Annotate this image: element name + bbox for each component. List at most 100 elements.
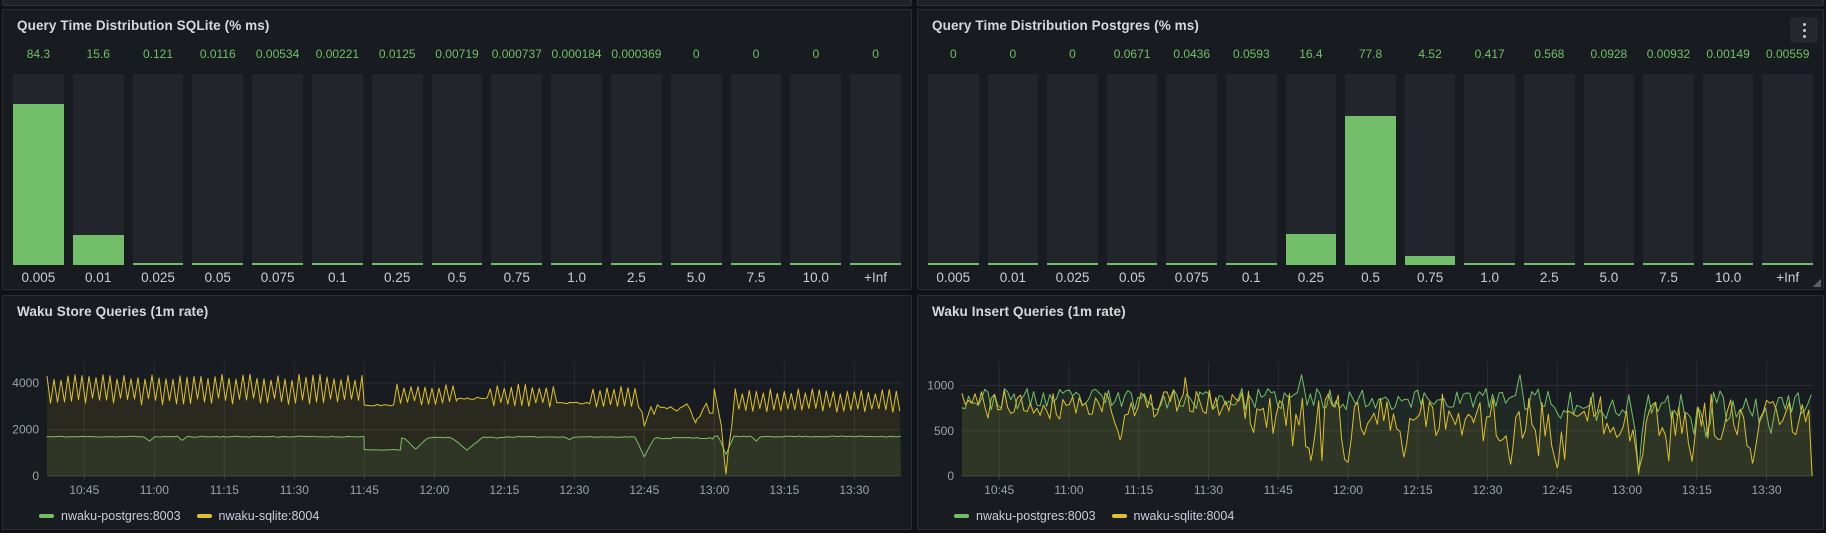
histogram-bar[interactable] xyxy=(431,263,483,265)
histogram-bar-background[interactable] xyxy=(1285,74,1337,265)
histogram-bar[interactable] xyxy=(1225,263,1277,265)
postgres-histogram[interactable]: 0 0.005 0 0.01 0 0.025 0.0671 0.05 0.0436 0.075 0.… xyxy=(918,42,1823,289)
histogram-bar-background[interactable] xyxy=(491,74,543,265)
legend-series-label[interactable]: nwaku-postgres:8003 xyxy=(976,509,1096,523)
histogram-bar[interactable] xyxy=(730,263,782,265)
panel-title[interactable]: Query Time Distribution SQLite (% ms) xyxy=(17,17,270,33)
histogram-bar-background[interactable] xyxy=(192,74,244,265)
histogram-bar-background[interactable] xyxy=(1702,74,1754,265)
histogram-bar-background[interactable] xyxy=(610,74,662,265)
x-axis-label: 11:30 xyxy=(1194,483,1223,497)
panel-header[interactable]: Query Time Distribution SQLite (% ms) xyxy=(3,10,911,40)
histogram-bar[interactable] xyxy=(1106,263,1158,265)
histogram-bar-background[interactable] xyxy=(1225,74,1277,265)
bucket-label: 7.5 xyxy=(746,269,766,285)
histogram-bar-background[interactable] xyxy=(431,74,483,265)
histogram-bar-background[interactable] xyxy=(311,74,363,265)
kebab-menu-icon[interactable] xyxy=(1790,17,1818,43)
histogram-bar-background[interactable] xyxy=(371,74,423,265)
histogram-bar[interactable] xyxy=(610,263,662,265)
histogram-bar[interactable] xyxy=(1583,263,1635,265)
histogram-bar[interactable] xyxy=(551,263,602,265)
histogram-bar-background[interactable] xyxy=(670,74,722,265)
panel-header[interactable]: Waku Store Queries (1m rate) xyxy=(3,296,911,326)
histogram-bar[interactable] xyxy=(1166,263,1217,265)
histogram-bar[interactable] xyxy=(850,263,901,265)
histogram-bar-background[interactable] xyxy=(551,74,602,265)
histogram-bar[interactable] xyxy=(1762,263,1813,265)
histogram-bar[interactable] xyxy=(1702,263,1754,265)
panel-header[interactable]: Query Time Distribution Postgres (% ms) xyxy=(918,10,1823,40)
histogram-bar-background[interactable] xyxy=(1166,74,1217,265)
histogram-bar-background[interactable] xyxy=(252,74,303,265)
histogram-bar-background[interactable] xyxy=(928,74,979,265)
histogram-bar[interactable] xyxy=(72,235,124,265)
histogram-bar-background[interactable] xyxy=(13,74,64,265)
histogram-bar[interactable] xyxy=(670,263,722,265)
panel-title[interactable]: Query Time Distribution Postgres (% ms) xyxy=(932,17,1199,33)
histogram-bar[interactable] xyxy=(1464,263,1515,265)
histogram-bar-background[interactable] xyxy=(1643,74,1694,265)
histogram-bar-background[interactable] xyxy=(1345,74,1396,265)
histogram-bar[interactable] xyxy=(491,263,543,265)
bar-value-label: 0.00559 xyxy=(1765,47,1810,61)
histogram-bar[interactable] xyxy=(132,263,184,265)
bucket-label: 0.25 xyxy=(1297,269,1325,285)
histogram-bar-background[interactable] xyxy=(987,74,1039,265)
panel-title[interactable]: Waku Insert Queries (1m rate) xyxy=(932,303,1126,319)
histogram-bar[interactable] xyxy=(371,263,423,265)
histogram-bar[interactable] xyxy=(252,263,303,265)
bar-value-label: 84.3 xyxy=(26,47,51,61)
histogram-bar-background[interactable] xyxy=(1464,74,1515,265)
histogram-bar[interactable] xyxy=(192,263,244,265)
legend-item[interactable]: nwaku-postgres:8003 xyxy=(39,509,181,523)
bar-value-label: 15.6 xyxy=(86,47,110,61)
histogram-bar-background[interactable] xyxy=(1106,74,1158,265)
histogram-bar-background[interactable] xyxy=(730,74,782,265)
timeseries-plot[interactable]: 10:45 11:00 11:15 11:30 11:45 12:00 12:15 12:30… xyxy=(3,326,911,503)
y-axis-label: 500 xyxy=(934,424,954,438)
panel-header[interactable]: Waku Insert Queries (1m rate) xyxy=(918,296,1823,326)
histogram-bar[interactable] xyxy=(311,263,363,265)
histogram-bar-background[interactable] xyxy=(1404,74,1456,265)
legend-series-label[interactable]: nwaku-sqlite:8004 xyxy=(218,509,320,523)
timeseries-plot[interactable]: 10:45 11:00 11:15 11:30 11:45 12:00 12:15 12:30… xyxy=(918,326,1823,503)
histogram-bar[interactable] xyxy=(790,263,842,265)
resize-corner-icon[interactable] xyxy=(1812,278,1821,287)
bucket-label: 2.5 xyxy=(627,269,646,285)
histogram-column: 0.000737 0.75 xyxy=(491,42,543,289)
bar-value-label: 0.0436 xyxy=(1173,47,1211,61)
histogram-bar[interactable] xyxy=(1404,256,1456,265)
histogram-column: 0.00534 0.075 xyxy=(252,42,303,289)
histogram-bar[interactable] xyxy=(1643,263,1694,265)
histogram-bar-background[interactable] xyxy=(132,74,184,265)
histogram-bar[interactable] xyxy=(1345,116,1396,265)
insert-queries-chart[interactable]: 10:45 11:00 11:15 11:30 11:45 12:00 12:15 12:30… xyxy=(918,326,1823,503)
histogram-bar-background[interactable] xyxy=(790,74,842,265)
panel-title[interactable]: Waku Store Queries (1m rate) xyxy=(17,303,209,319)
histogram-bar[interactable] xyxy=(13,104,64,265)
legend-item[interactable]: nwaku-sqlite:8004 xyxy=(196,509,320,523)
histogram-bar[interactable] xyxy=(1523,263,1575,265)
store-queries-chart[interactable]: 10:45 11:00 11:15 11:30 11:45 12:00 12:15 12:30… xyxy=(3,326,911,503)
histogram-bar-background[interactable] xyxy=(1762,74,1813,265)
histogram-bar-background[interactable] xyxy=(72,74,124,265)
histogram-bar-background[interactable] xyxy=(1583,74,1635,265)
sqlite-histogram[interactable]: 84.3 0.005 15.6 0.01 0.121 0.025 0.0116 0.05 0.0… xyxy=(3,42,911,289)
cropped-panel-bottom-edge-left xyxy=(2,0,912,6)
histogram-column: 0.000369 2.5 xyxy=(610,42,662,289)
histogram-bar[interactable] xyxy=(928,263,979,265)
bar-value-label: 0 xyxy=(872,47,879,61)
legend-item[interactable]: nwaku-sqlite:8004 xyxy=(1111,509,1235,523)
histogram-bar-background[interactable] xyxy=(850,74,901,265)
panel-waku-store-queries: Waku Store Queries (1m rate) 10:45 11:00 1… xyxy=(2,295,912,530)
histogram-bar[interactable] xyxy=(1047,263,1098,265)
histogram-bar[interactable] xyxy=(1285,233,1337,265)
histogram-bar[interactable] xyxy=(987,263,1039,265)
legend-series-label[interactable]: nwaku-postgres:8003 xyxy=(61,509,181,523)
legend-series-label[interactable]: nwaku-sqlite:8004 xyxy=(1133,509,1235,523)
histogram-bar-background[interactable] xyxy=(1047,74,1098,265)
histogram-bar-background[interactable] xyxy=(1523,74,1575,265)
legend-item[interactable]: nwaku-postgres:8003 xyxy=(954,509,1096,523)
bar-value-label: 0.00149 xyxy=(1706,47,1750,61)
